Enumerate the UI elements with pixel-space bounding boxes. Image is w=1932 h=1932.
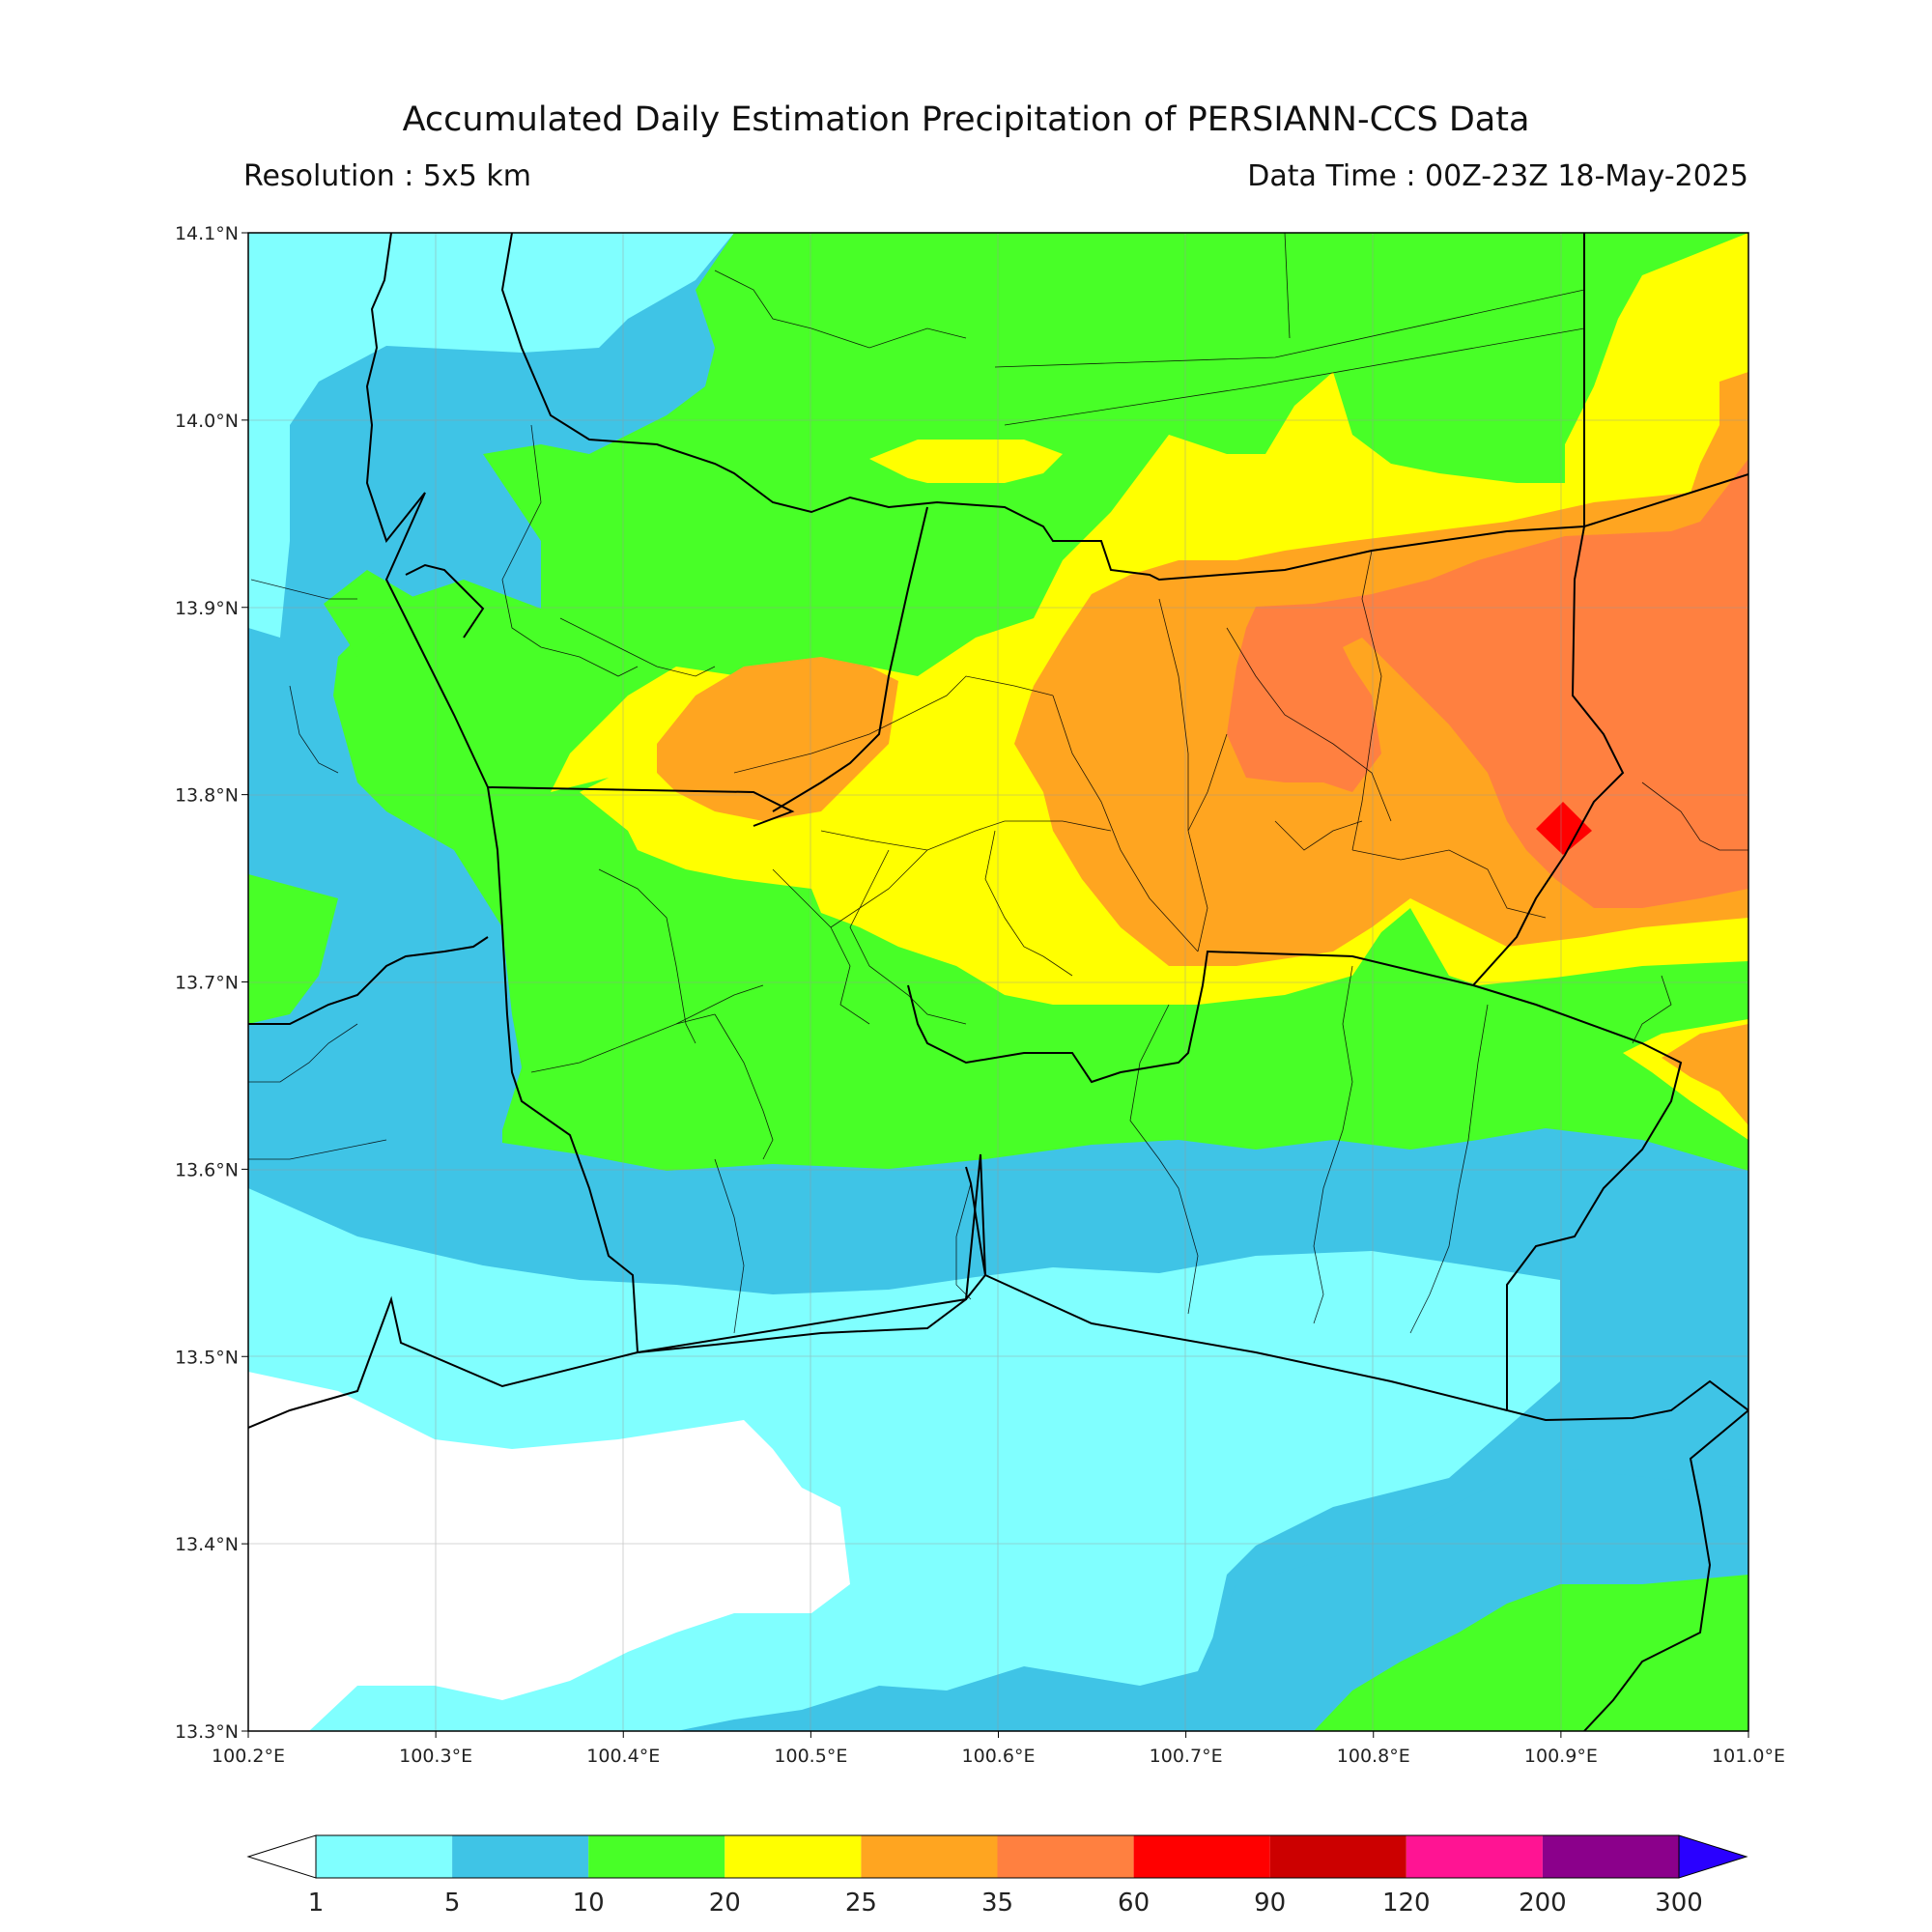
- precipitation-field: [248, 233, 1748, 1731]
- colorbar-level-label: 10: [573, 1889, 605, 1918]
- province-boundaries: [248, 233, 1748, 1731]
- lat-tick-label: 13.8°N: [175, 785, 239, 807]
- map-title: Accumulated Daily Estimation Precipitati…: [402, 100, 1530, 139]
- rain-60-90: [1536, 802, 1592, 855]
- colorbar-level-label: 200: [1519, 1889, 1567, 1918]
- data-time-label: Data Time : 00Z-23Z 18-May-2025: [1247, 159, 1748, 193]
- rain-10-20-southeast: [1314, 1575, 1748, 1731]
- lon-tick-label: 100.3°E: [399, 1746, 472, 1767]
- lon-tick-label: 100.5°E: [774, 1746, 847, 1767]
- colorbar-under-triangle: [246, 1834, 317, 1879]
- lat-tick-label: 14.1°N: [175, 223, 239, 244]
- lat-tick-label: 13.3°N: [175, 1721, 239, 1743]
- latitude-ticks: 14.1°N 14.0°N 13.9°N 13.8°N 13.7°N 13.6°N 13.5…: [175, 223, 248, 1743]
- colorbar-box: [1133, 1835, 1270, 1878]
- colorbar-level-label: 25: [845, 1889, 877, 1918]
- longitude-ticks: 100.2°E 100.3°E 100.4°E 100.5°E 100.6°E 100.7…: [212, 1731, 1785, 1767]
- colorbar-level-label: 300: [1655, 1889, 1703, 1918]
- colorbar: 1 5 10 20 25 35 60 90 120 200 300: [246, 1834, 1748, 1918]
- colorbar-boxes: [315, 1834, 1680, 1879]
- rain-under-1: [248, 1372, 850, 1731]
- lon-tick-label: 100.2°E: [212, 1746, 285, 1767]
- colorbar-box: [452, 1835, 589, 1878]
- lat-tick-label: 14.0°N: [175, 411, 239, 432]
- colorbar-level-label: 60: [1118, 1889, 1150, 1918]
- colorbar-box: [588, 1835, 725, 1878]
- colorbar-over-triangle: [1678, 1834, 1748, 1879]
- colorbar-box: [861, 1835, 998, 1878]
- rain-25-35-west-blob: [657, 657, 898, 821]
- colorbar-box: [997, 1835, 1134, 1878]
- colorbar-level-label: 120: [1382, 1889, 1431, 1918]
- colorbar-level-label: 20: [709, 1889, 741, 1918]
- lon-tick-label: 100.7°E: [1150, 1746, 1223, 1767]
- lat-tick-label: 13.5°N: [175, 1347, 239, 1368]
- rain-1-5-northwest: [248, 233, 734, 638]
- lat-tick-label: 13.9°N: [175, 598, 239, 619]
- lat-tick-label: 13.6°N: [175, 1159, 239, 1180]
- rain-10-20-northwest-patch: [324, 570, 425, 657]
- colorbar-box: [1542, 1835, 1679, 1878]
- graticule: [248, 233, 1748, 1731]
- colorbar-level-label: 5: [444, 1889, 461, 1918]
- lat-tick-label: 13.4°N: [175, 1534, 239, 1555]
- rain-25-35-southeast: [1662, 1024, 1748, 1125]
- lon-tick-label: 101.0°E: [1712, 1746, 1785, 1767]
- district-boundaries: [248, 233, 1748, 1334]
- colorbar-labels: 1 5 10 20 25 35 60 90 120 200 300: [308, 1889, 1703, 1918]
- lon-tick-label: 100.4°E: [586, 1746, 660, 1767]
- rain-20-25-north-blob: [869, 440, 1063, 483]
- lon-tick-label: 100.8°E: [1337, 1746, 1410, 1767]
- colorbar-level-label: 35: [981, 1889, 1013, 1918]
- lon-tick-label: 100.9°E: [1524, 1746, 1598, 1767]
- resolution-label: Resolution : 5x5 km: [243, 159, 531, 193]
- rain-35-60: [1227, 459, 1748, 908]
- rain-10-20-west: [248, 874, 338, 1024]
- colorbar-level-label: 1: [308, 1889, 325, 1918]
- colorbar-box: [724, 1835, 862, 1878]
- colorbar-box: [1406, 1835, 1543, 1878]
- colorbar-level-label: 90: [1254, 1889, 1286, 1918]
- lat-tick-label: 13.7°N: [175, 973, 239, 994]
- colorbar-box: [1269, 1835, 1406, 1878]
- lon-tick-label: 100.6°E: [962, 1746, 1036, 1767]
- colorbar-box: [316, 1835, 453, 1878]
